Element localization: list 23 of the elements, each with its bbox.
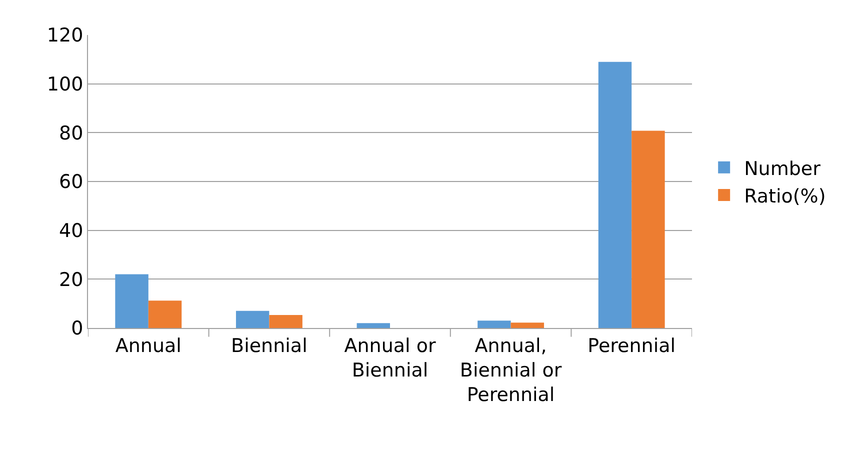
y-tick-label: 40 bbox=[59, 220, 84, 242]
bar bbox=[510, 322, 544, 328]
bar bbox=[148, 300, 182, 328]
x-tick-label: Biennial bbox=[231, 334, 308, 357]
y-tick-label: 100 bbox=[46, 73, 84, 96]
x-tick-label: Perennial bbox=[588, 334, 676, 357]
y-tick-label: 120 bbox=[46, 24, 84, 47]
x-tick-label: Annual bbox=[115, 334, 182, 357]
bar bbox=[632, 130, 665, 328]
bar bbox=[236, 310, 270, 328]
y-tick-label: 80 bbox=[59, 122, 84, 144]
bar bbox=[478, 320, 511, 328]
bar bbox=[356, 323, 390, 328]
legend-label: Number bbox=[744, 158, 821, 180]
bar bbox=[115, 274, 148, 328]
x-tick-label: Annual, Biennial or Perennial bbox=[460, 334, 562, 406]
bar bbox=[598, 62, 632, 328]
y-tick-label: 20 bbox=[59, 268, 84, 291]
y-tick-label: 0 bbox=[71, 318, 84, 340]
bar bbox=[269, 315, 302, 328]
legend-label: Ratio(%) bbox=[744, 185, 826, 208]
y-tick-label: 60 bbox=[59, 171, 84, 194]
x-tick-label: Annual or Biennial bbox=[344, 334, 436, 382]
